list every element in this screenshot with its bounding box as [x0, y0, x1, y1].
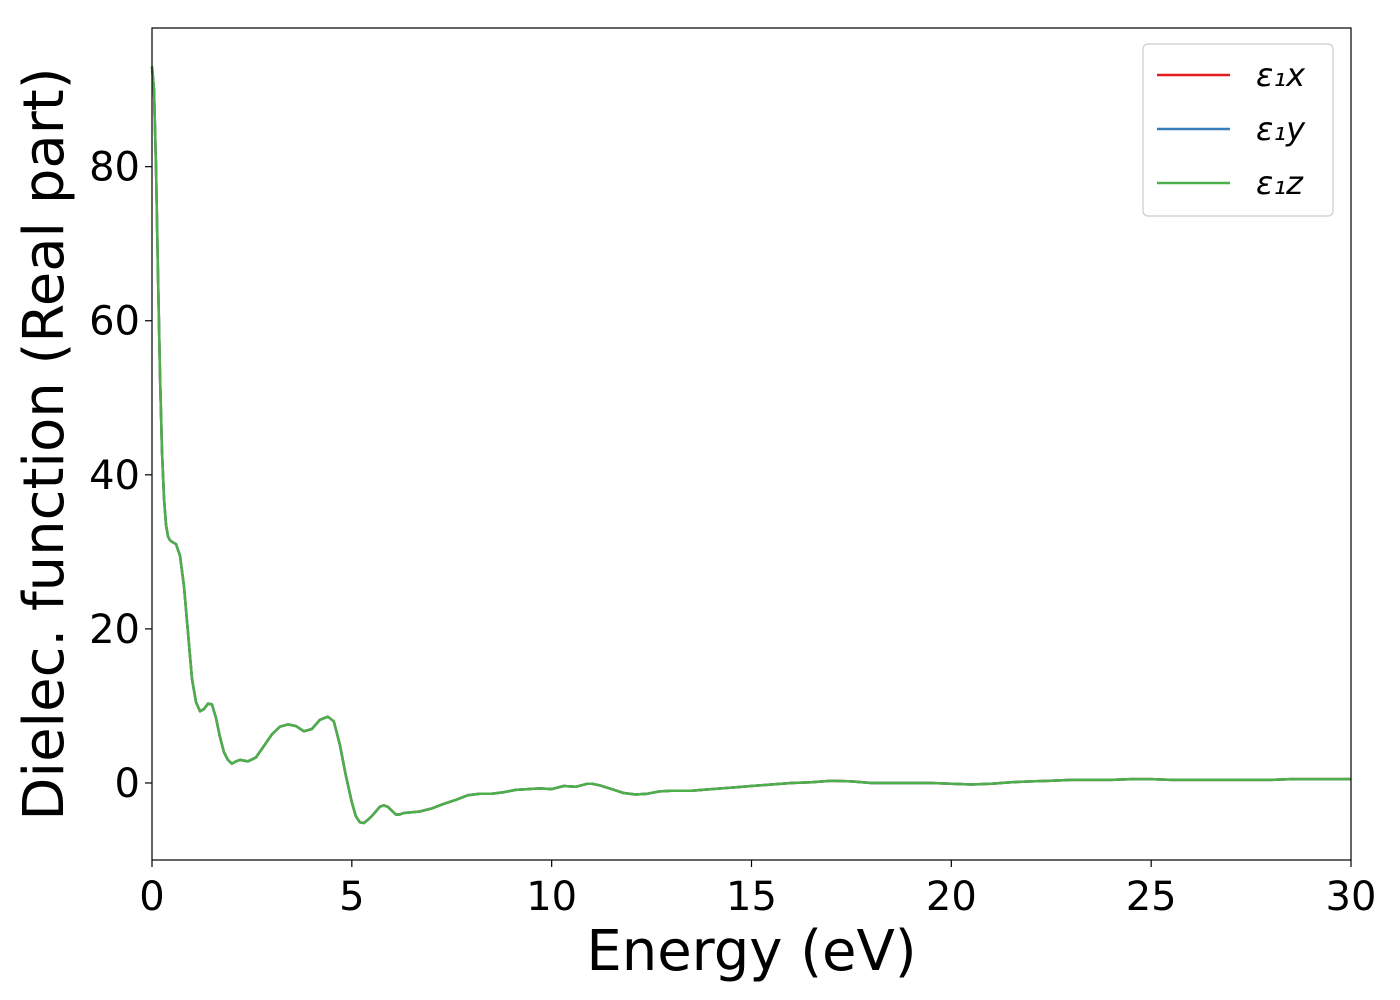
legend-box — [1142, 43, 1334, 217]
x-axis: 0 5 10 15 20 25 30 — [139, 860, 1376, 920]
x-axis-label: Energy (eV) — [586, 919, 916, 984]
y-axis-label: Dielec. function (Real part) — [12, 67, 77, 820]
legend: ε₁x ε₁y ε₁z — [1142, 43, 1334, 217]
series-line-3 — [150, 66, 1351, 825]
legend-label-3: ε₁z — [1256, 164, 1304, 202]
y-tick-label: 80 — [89, 145, 140, 191]
y-axis: 0 20 40 60 80 — [89, 145, 152, 807]
series-layer — [150, 66, 1351, 825]
y-tick-label: 60 — [89, 299, 140, 345]
legend-label-2: ε₁y — [1256, 110, 1306, 148]
x-tick-label: 20 — [926, 874, 977, 920]
y-tick-label: 0 — [115, 761, 140, 807]
x-tick-label: 10 — [526, 874, 577, 920]
x-tick-label: 15 — [726, 874, 777, 920]
y-tick-label: 40 — [89, 453, 140, 499]
x-tick-label: 0 — [139, 874, 164, 920]
x-tick-label: 5 — [339, 874, 364, 920]
x-tick-label: 25 — [1126, 874, 1177, 920]
x-tick-label: 30 — [1326, 874, 1377, 920]
y-tick-label: 20 — [89, 607, 140, 653]
legend-label-1: ε₁x — [1256, 56, 1306, 94]
